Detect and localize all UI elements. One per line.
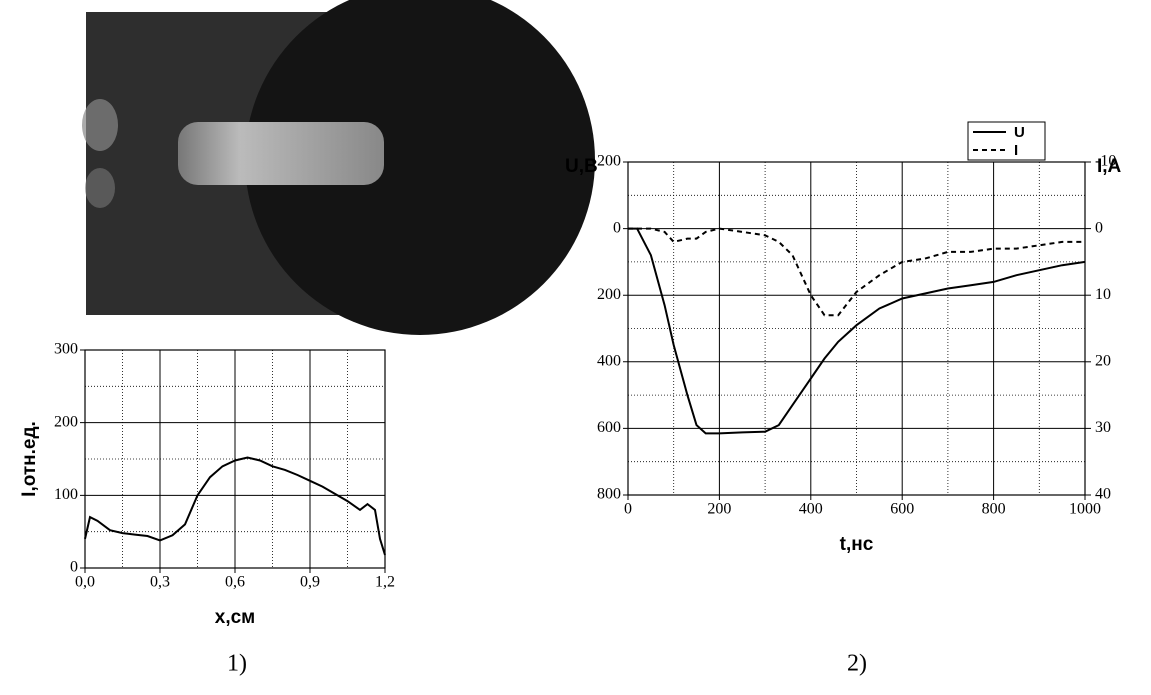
x-tick-label: 400 (799, 501, 823, 518)
y2-tick-label: 20 (1095, 352, 1111, 369)
plot-frame (84, 349, 386, 569)
x-tick-label: 0 (624, 501, 632, 518)
y-tick-label: 100 (54, 486, 78, 503)
x-tick-label: 600 (890, 501, 914, 518)
plot-frame (627, 161, 1086, 496)
legend-label: I (1014, 142, 1018, 159)
y-tick-label: 200 (597, 286, 621, 303)
data-line (84, 456, 386, 556)
y-axis-label: U,В (565, 156, 598, 177)
y-axis-label: I,отн.ед. (19, 421, 40, 497)
y2-tick-label: 30 (1095, 419, 1111, 436)
photo (82, 0, 595, 335)
x-tick-label: 0,6 (225, 574, 245, 591)
x-tick-label: 800 (982, 501, 1006, 518)
y-tick-label: 0 (613, 219, 621, 236)
x-tick-label: 0,3 (150, 574, 170, 591)
data-line (628, 227, 1086, 435)
y-tick-label: 400 (597, 352, 621, 369)
x-tick-label: 0,9 (300, 574, 320, 591)
y-tick-label: 300 (54, 341, 78, 358)
legend-label: U (1014, 124, 1025, 141)
x-axis-label: x,см (215, 607, 255, 628)
y2-tick-label: 10 (1095, 286, 1111, 303)
y2-tick-label: 40 (1095, 486, 1111, 503)
x-axis-label: t,нс (840, 534, 874, 555)
x-tick-label: 1000 (1069, 501, 1101, 518)
y2-tick-label: -10 (1095, 153, 1116, 170)
y-tick-label: 800 (597, 486, 621, 503)
data-line (628, 227, 1085, 317)
y-tick-label: 200 (54, 413, 78, 430)
x-tick-label: 0,0 (75, 574, 95, 591)
y-tick-label: 600 (597, 419, 621, 436)
x-tick-label: 200 (707, 501, 731, 518)
y-tick-label: -200 (592, 153, 621, 170)
legend-box (967, 121, 1046, 161)
caption: 1) (227, 651, 247, 677)
caption: 2) (847, 651, 867, 677)
y-tick-label: 0 (70, 559, 78, 576)
y2-axis-label: I,A (1097, 156, 1122, 177)
y2-tick-label: 0 (1095, 219, 1103, 236)
x-tick-label: 1,2 (375, 574, 395, 591)
